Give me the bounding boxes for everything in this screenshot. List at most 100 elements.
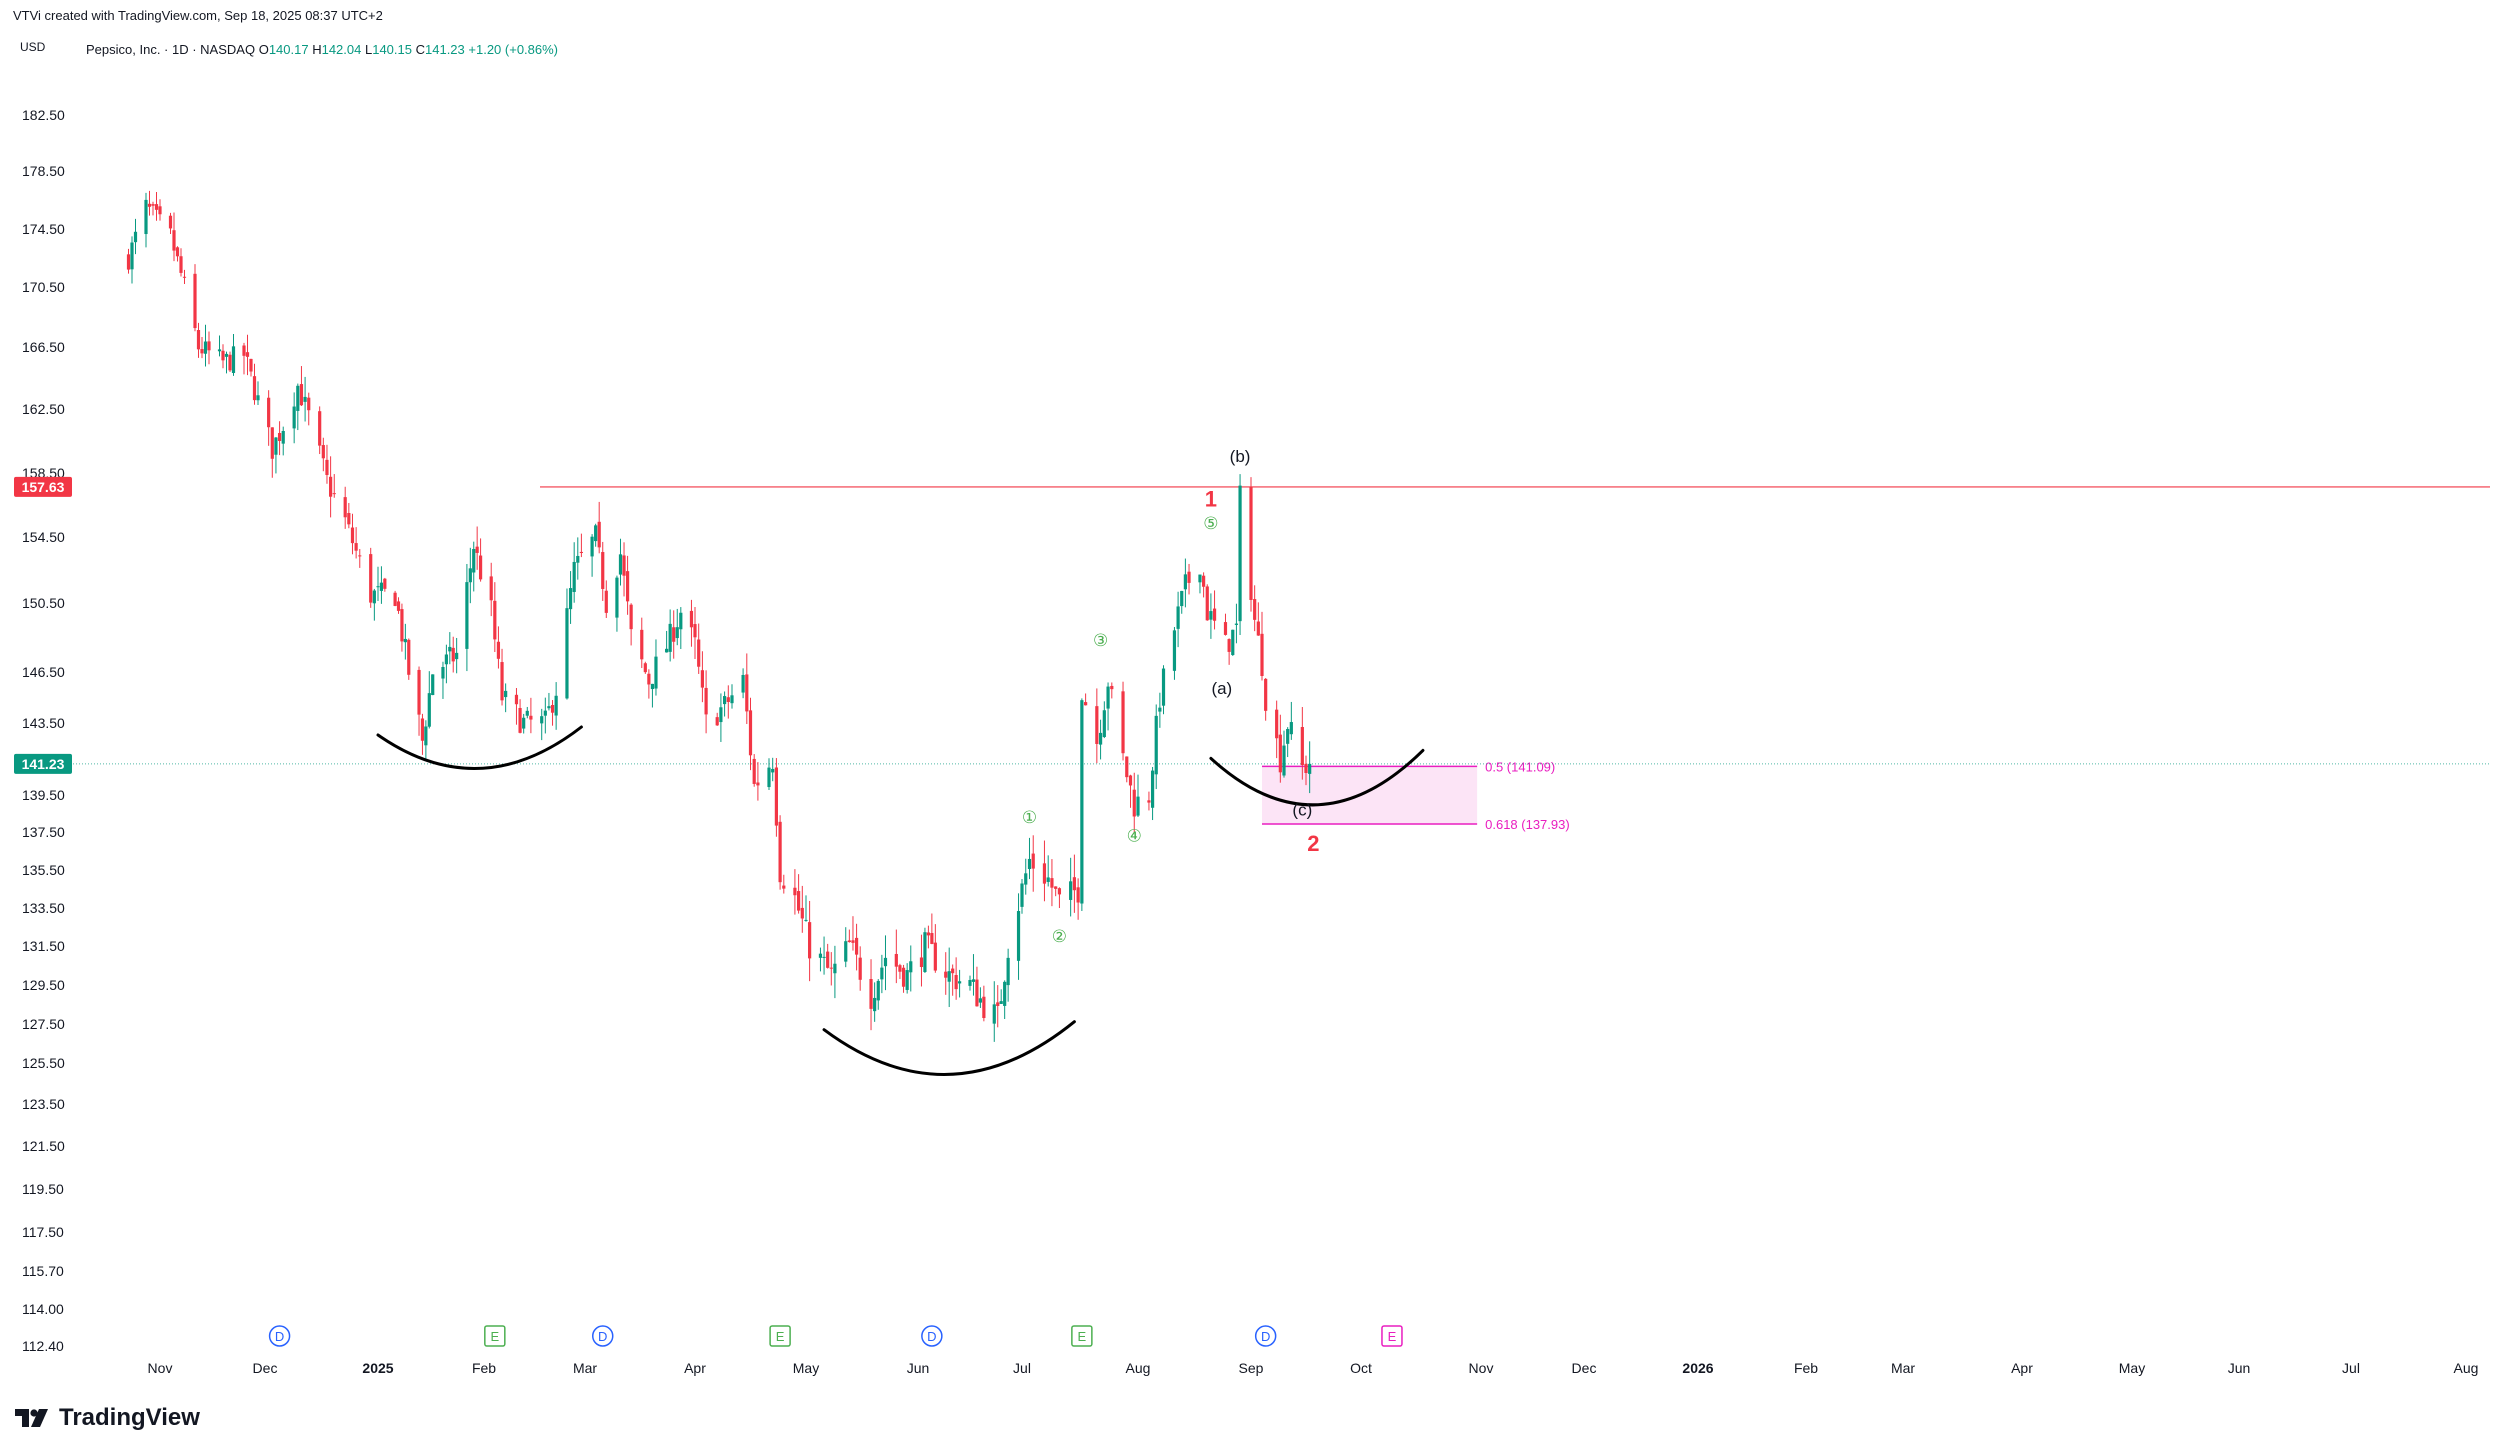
candle-up (448, 646, 452, 652)
candle-up (978, 998, 982, 1003)
candle-down (1095, 706, 1099, 744)
candle-down (1110, 685, 1114, 690)
candle-up (1234, 623, 1239, 625)
earnings-marker[interactable]: E (1071, 1325, 1093, 1347)
candle-up (618, 554, 623, 575)
candle-up (883, 957, 888, 967)
candle-down (622, 555, 626, 576)
event-marker-letter: D (1261, 1329, 1270, 1344)
candle-up (1183, 574, 1187, 590)
candle-down (808, 922, 812, 959)
candle-up (1003, 981, 1007, 1006)
candle-down (172, 230, 176, 251)
price-tick-label: 162.50 (22, 401, 65, 417)
candle-down (270, 427, 274, 459)
earnings-marker[interactable]: E (484, 1325, 506, 1347)
candle-down (1187, 571, 1191, 583)
candle-down (629, 604, 633, 630)
price-tick-label: 133.50 (22, 900, 65, 916)
candle-down (496, 641, 501, 659)
candle-up (767, 767, 771, 788)
candle-up (968, 979, 972, 986)
candle-down (242, 345, 246, 356)
candle-up (719, 707, 723, 723)
candle-down (354, 543, 358, 551)
candle-up (427, 693, 431, 727)
candle-down (894, 953, 898, 967)
candle-up (923, 932, 927, 973)
candle-down (643, 663, 647, 673)
dividend-marker[interactable]: D (591, 1325, 614, 1347)
earnings-marker[interactable]: E (769, 1325, 791, 1347)
candle-down (228, 354, 232, 371)
candle-up (844, 941, 848, 962)
candle-up (444, 654, 448, 665)
candle-up (947, 971, 951, 982)
wave-label-1: 1 (1205, 487, 1217, 512)
candle-up (296, 385, 300, 411)
candle-down (179, 256, 183, 273)
candle-down (975, 979, 979, 1007)
candle-up (1180, 590, 1184, 607)
candle-down (493, 600, 497, 640)
candle-down (299, 384, 304, 406)
candle-up (1016, 911, 1021, 961)
candle-up (472, 549, 476, 573)
candle-up (958, 981, 962, 984)
candle-up (1289, 722, 1293, 735)
candle-down (930, 933, 934, 944)
tradingview-logo[interactable]: TradingView (15, 1404, 200, 1432)
event-marker-letter: D (598, 1329, 607, 1344)
candle-down (407, 639, 411, 675)
candle-down (954, 975, 958, 990)
price-tick-label: 182.50 (22, 107, 65, 123)
candle-up (1106, 686, 1110, 709)
price-tick-label: 127.50 (22, 1016, 65, 1032)
change-value: +1.20 (+0.86%) (468, 42, 559, 57)
close-value: 141.23 (425, 42, 465, 57)
candle-up (1154, 715, 1158, 775)
candle-down (1223, 622, 1228, 635)
candle-down (318, 411, 322, 446)
candle-up (372, 590, 376, 604)
candle-up (909, 961, 913, 973)
candle-up (1231, 629, 1235, 656)
candle-down (196, 330, 201, 350)
drawn-arc-2 (822, 1020, 1076, 1076)
dividend-marker[interactable]: D (268, 1325, 291, 1347)
candle-down (1212, 608, 1217, 621)
earnings-marker[interactable]: E (1381, 1325, 1403, 1347)
candle-down (774, 767, 778, 826)
candle-up (999, 1001, 1003, 1004)
candle-down (168, 215, 173, 229)
current-price-tag-label: 141.23 (22, 756, 65, 772)
symbol-name: Pepsico, Inc. · 1D · NASDAQ (86, 42, 256, 57)
dividend-marker[interactable]: D (921, 1325, 943, 1347)
candle-down (996, 1002, 1000, 1006)
candle-down (898, 965, 902, 972)
candle-down (700, 670, 704, 688)
event-marker-letter: E (490, 1329, 499, 1344)
candle-down (277, 432, 282, 441)
candle-down (778, 821, 782, 883)
candle-down (400, 609, 404, 642)
candle-down (249, 358, 253, 372)
time-tick-label: Mar (1891, 1360, 1915, 1376)
event-marker-shape (1381, 1325, 1403, 1347)
candle-up (615, 577, 619, 618)
dividend-marker[interactable]: D (1254, 1325, 1277, 1347)
time-tick-label: Jun (907, 1360, 930, 1376)
candle-down (797, 891, 801, 911)
wave-label-a: (a) (1211, 679, 1232, 698)
price-tick-label: 114.00 (22, 1301, 64, 1317)
candle-down (221, 350, 225, 361)
candle-down (697, 639, 701, 667)
candle-down (1084, 702, 1088, 706)
candle-down (869, 979, 873, 1009)
candle-down (1042, 863, 1047, 884)
candle-up (873, 997, 877, 1012)
candle-up (741, 674, 745, 693)
candle-down (800, 907, 804, 919)
